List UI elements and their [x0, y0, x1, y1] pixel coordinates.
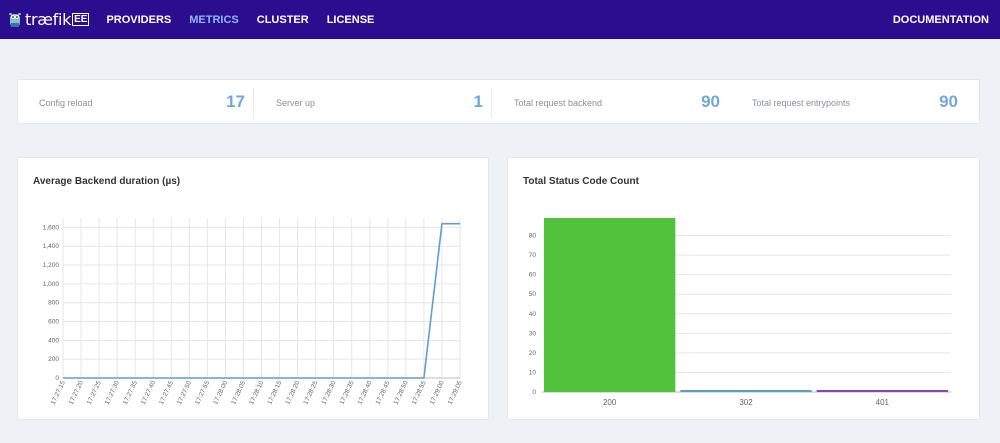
stat-server-up: Server up 1 — [254, 80, 491, 125]
y-tick-label: 80 — [529, 233, 537, 240]
backend-duration-card: Average Backend duration (µs) 0 200 400 600… — [17, 157, 489, 420]
nav-cluster[interactable]: CLUSTER — [256, 13, 309, 26]
stat-value: 1 — [473, 92, 483, 111]
stat-value: 90 — [939, 92, 958, 111]
y-tick-label: 10 — [529, 369, 537, 376]
x-tick-label: 17:28:05 — [230, 380, 247, 406]
y-tick-label: 20 — [529, 350, 537, 357]
y-tick-label: 200 — [48, 356, 59, 363]
x-tick-label: 17:28:55 — [411, 380, 428, 406]
x-tick-label: 17:28:20 — [284, 380, 301, 406]
brand-name: træfik — [25, 10, 72, 29]
x-tick-label: 302 — [739, 398, 753, 407]
y-tick-label: 50 — [529, 291, 537, 298]
bar-302 — [680, 390, 812, 392]
y-tick-label: 1,200 — [43, 262, 60, 269]
x-tick-label: 401 — [876, 398, 890, 407]
stat-label: Total request entrypoints — [752, 98, 851, 108]
top-navbar: træfik EE PROVIDERS METRICS CLUSTER LICE… — [0, 0, 1000, 39]
y-tick-label: 1,600 — [43, 224, 60, 231]
x-tick-label: 17:27:30 — [104, 380, 121, 406]
x-tick-label: 17:27:35 — [122, 380, 139, 406]
y-tick-label: 400 — [48, 337, 59, 344]
x-tick-label: 200 — [603, 398, 617, 407]
y-tick-label: 30 — [529, 330, 537, 337]
x-tick-label: 17:28:00 — [212, 380, 229, 406]
x-tick-label: 17:28:30 — [320, 380, 337, 406]
backend-duration-chart: 0 200 400 600 800 1,000 1,200 1,400 1,600 17:27:1… — [43, 218, 464, 406]
stat-label: Total request backend — [514, 98, 603, 108]
series-line — [63, 222, 460, 379]
stats-panel: Config reload 17 Server up 1 Total reque… — [17, 79, 980, 124]
x-tick-label: 17:28:10 — [248, 380, 265, 406]
x-tick-label: 17:29:00 — [429, 380, 446, 406]
x-tick-label: 17:29:05 — [447, 380, 464, 406]
x-tick-label: 17:27:50 — [176, 380, 193, 406]
x-tick-label: 17:28:15 — [266, 380, 283, 406]
stat-total-request-entrypoints: Total request entrypoints 90 — [730, 80, 960, 125]
status-code-card: Total Status Code Count 0 10 20 30 40 50 60 70 8… — [507, 157, 980, 420]
bar-200 — [544, 217, 676, 392]
x-tick-label: 17:28:40 — [357, 380, 374, 406]
stat-config-reload: Config reload 17 — [18, 80, 253, 125]
stat-divider — [491, 88, 492, 118]
y-tick-label: 70 — [529, 252, 537, 259]
y-tick-label: 0 — [532, 389, 536, 396]
x-tick-label: 17:27:55 — [194, 380, 211, 406]
stat-total-request-backend: Total request backend 90 — [492, 80, 722, 125]
stat-value: 90 — [701, 92, 720, 111]
y-tick-label: 1,000 — [43, 281, 60, 288]
y-tick-label: 600 — [48, 319, 59, 326]
y-tick-label: 0 — [55, 375, 59, 382]
y-tick-label: 60 — [529, 272, 537, 279]
x-tick-label: 17:27:15 — [50, 380, 67, 406]
status-code-chart: 0 10 20 30 40 50 60 70 80 200 302 401 — [529, 217, 951, 407]
edition-badge: EE — [72, 13, 90, 26]
x-tick-label: 17:28:50 — [393, 380, 410, 406]
nav-providers[interactable]: PROVIDERS — [106, 13, 172, 26]
nav-metrics[interactable]: METRICS — [189, 13, 239, 26]
x-tick-label: 17:27:20 — [68, 380, 85, 406]
nav-documentation[interactable]: DOCUMENTATION — [892, 14, 989, 26]
stat-divider — [253, 88, 254, 118]
brand-logo[interactable]: træfik EE — [8, 0, 90, 39]
y-tick-label: 800 — [48, 300, 59, 307]
x-tick-label: 17:27:45 — [158, 380, 175, 406]
stat-label: Config reload — [39, 98, 93, 108]
x-tick-label: 17:28:35 — [338, 380, 355, 406]
chart-title: Average Backend duration (µs) — [33, 176, 181, 187]
stat-value: 17 — [226, 92, 245, 111]
x-tick-label: 17:28:25 — [302, 380, 319, 406]
y-tick-label: 40 — [529, 311, 537, 318]
stat-label: Server up — [276, 98, 316, 108]
x-tick-label: 17:28:45 — [375, 380, 392, 406]
traefik-gopher-icon — [9, 12, 21, 27]
bar-401 — [816, 390, 948, 392]
x-tick-label: 17:27:40 — [140, 380, 157, 406]
nav-license[interactable]: LICENSE — [326, 13, 375, 26]
y-tick-label: 1,400 — [43, 243, 60, 250]
chart-title: Total Status Code Count — [523, 176, 639, 187]
x-tick-label: 17:27:25 — [86, 380, 103, 406]
